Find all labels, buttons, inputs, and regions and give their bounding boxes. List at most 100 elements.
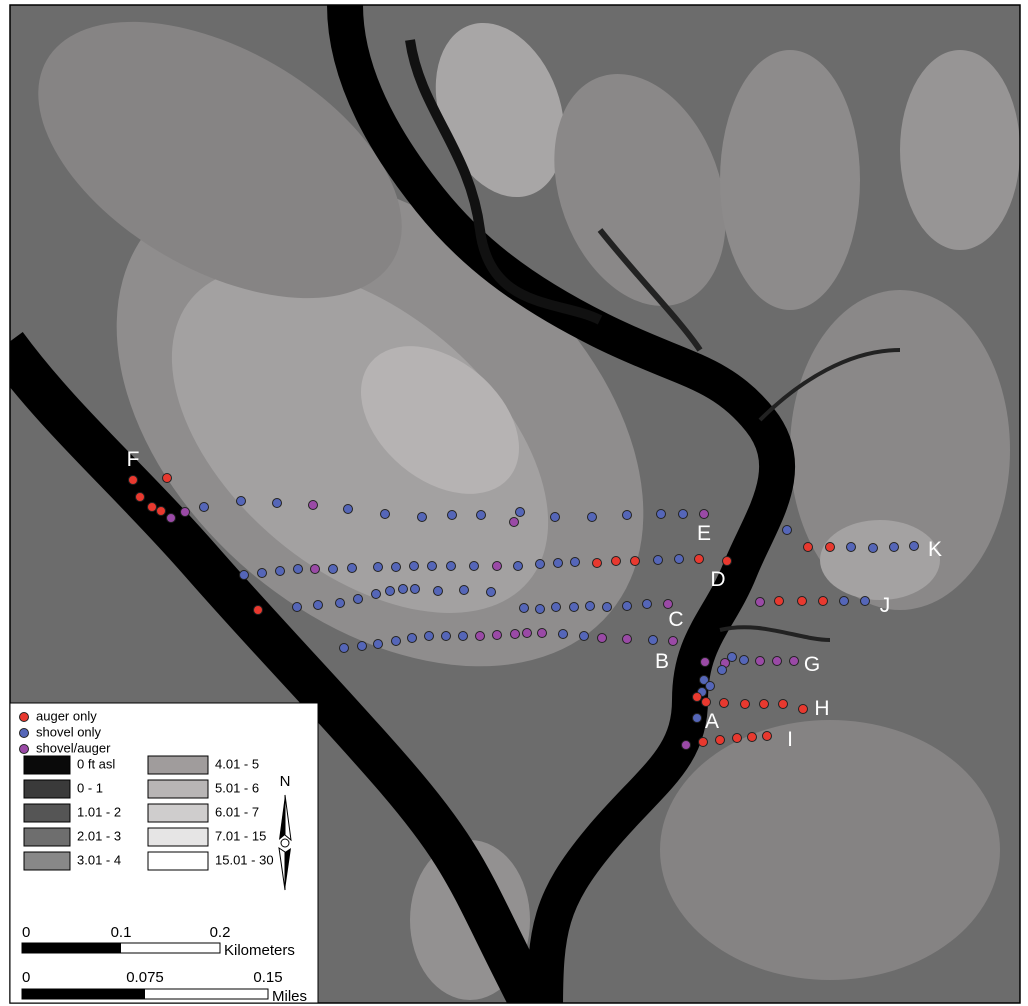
legend-swatch <box>148 804 208 822</box>
survey-point <box>418 513 427 522</box>
survey-point <box>460 586 469 595</box>
transect-label: F <box>127 448 140 471</box>
survey-point <box>348 564 357 573</box>
scale-label: 0.2 <box>210 924 231 941</box>
survey-point <box>763 732 772 741</box>
scale-label: 0 <box>22 924 30 941</box>
survey-point <box>890 543 899 552</box>
survey-point <box>157 507 166 516</box>
survey-point <box>428 562 437 571</box>
survey-point <box>425 632 434 641</box>
survey-point <box>372 590 381 599</box>
survey-point <box>309 501 318 510</box>
survey-point <box>181 508 190 517</box>
survey-point <box>693 693 702 702</box>
survey-point <box>847 543 856 552</box>
survey-point <box>434 587 443 596</box>
survey-point <box>723 557 732 566</box>
survey-point <box>598 634 607 643</box>
survey-point <box>410 562 419 571</box>
map: ABCDEFGHIJK auger onlyshovel onlyshovel/… <box>0 0 1028 1006</box>
survey-point <box>571 558 580 567</box>
survey-point <box>374 563 383 572</box>
survey-point <box>136 493 145 502</box>
legend-label: 0 ft asl <box>77 756 115 771</box>
survey-point <box>588 513 597 522</box>
survey-point <box>408 634 417 643</box>
survey-point <box>552 603 561 612</box>
survey-point <box>657 510 666 519</box>
survey-point <box>760 700 769 709</box>
survey-point <box>910 542 919 551</box>
survey-point <box>336 599 345 608</box>
survey-point <box>570 603 579 612</box>
survey-point <box>748 733 757 742</box>
survey-point <box>523 629 532 638</box>
scale-unit: Miles <box>272 988 307 1005</box>
survey-point <box>459 632 468 641</box>
scale-label: 0.15 <box>253 969 282 986</box>
transect-label: K <box>928 538 942 561</box>
survey-point <box>240 571 249 580</box>
survey-point <box>538 629 547 638</box>
survey-point <box>487 588 496 597</box>
legend-swatch <box>24 852 70 870</box>
transect-label: I <box>787 728 793 751</box>
survey-point <box>804 543 813 552</box>
scale-label: 0.075 <box>126 969 164 986</box>
survey-point <box>700 510 709 519</box>
survey-point <box>819 597 828 606</box>
survey-point <box>381 510 390 519</box>
survey-point <box>682 741 691 750</box>
survey-point <box>783 526 792 535</box>
survey-point <box>728 653 737 662</box>
legend-swatch <box>148 828 208 846</box>
survey-point <box>693 714 702 723</box>
transect-label: C <box>668 608 683 631</box>
survey-point <box>669 637 678 646</box>
survey-point <box>148 503 157 512</box>
survey-point <box>536 605 545 614</box>
survey-point <box>386 587 395 596</box>
survey-point <box>679 510 688 519</box>
legend-label: 7.01 - 15 <box>215 828 266 843</box>
survey-point <box>493 562 502 571</box>
survey-point <box>200 503 209 512</box>
survey-point <box>476 632 485 641</box>
legend-label: 6.01 - 7 <box>215 804 259 819</box>
survey-point <box>718 666 727 675</box>
survey-point <box>675 555 684 564</box>
survey-point <box>701 658 710 667</box>
survey-point <box>740 656 749 665</box>
survey-point <box>510 518 519 527</box>
survey-point <box>273 499 282 508</box>
transect-label: H <box>814 697 829 720</box>
survey-point <box>716 736 725 745</box>
survey-point <box>706 682 715 691</box>
survey-point <box>163 474 172 483</box>
survey-point <box>314 601 323 610</box>
survey-point <box>775 597 784 606</box>
survey-point <box>593 559 602 568</box>
survey-point <box>374 640 383 649</box>
survey-point <box>631 557 640 566</box>
survey-point <box>720 699 729 708</box>
survey-point <box>702 698 711 707</box>
survey-point <box>340 644 349 653</box>
survey-point <box>826 543 835 552</box>
survey-point <box>276 567 285 576</box>
legend-marker <box>20 713 29 722</box>
legend-marker <box>20 745 29 754</box>
transect-label: A <box>705 710 719 733</box>
survey-point <box>237 497 246 506</box>
legend-label: 15.01 - 30 <box>215 852 274 867</box>
survey-point <box>294 565 303 574</box>
survey-point <box>623 635 632 644</box>
survey-point <box>399 585 408 594</box>
survey-point <box>779 700 788 709</box>
survey-point <box>442 632 451 641</box>
page: {"map": { "transect_labels": ["A", "B", … <box>0 0 1028 1006</box>
transect-label: D <box>710 568 725 591</box>
legend-label: 3.01 - 4 <box>77 852 121 867</box>
survey-point <box>699 738 708 747</box>
